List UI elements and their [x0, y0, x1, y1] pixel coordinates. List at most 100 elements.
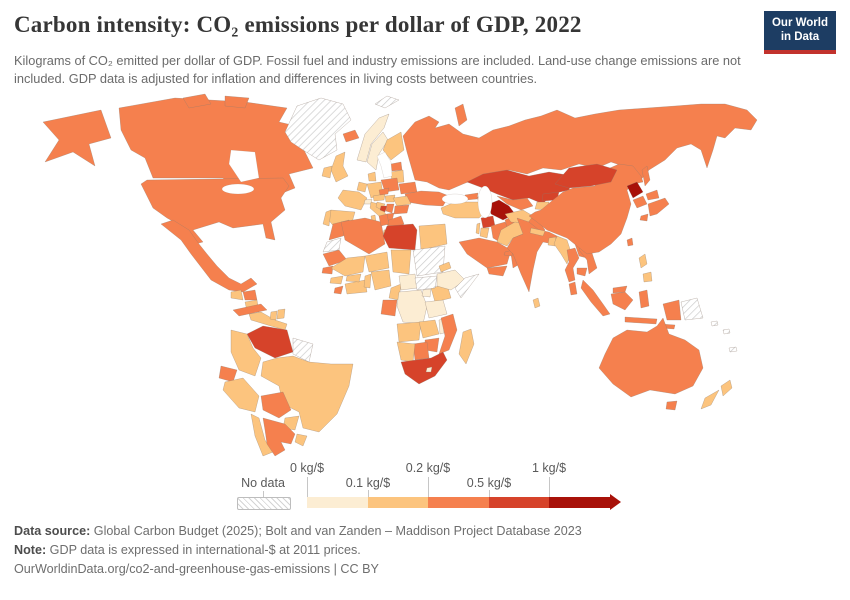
legend-bin-0.2-0.5[interactable]	[428, 497, 489, 508]
country-svalbard[interactable]	[374, 95, 400, 109]
country-lesotho[interactable]	[425, 366, 433, 373]
country-alaska[interactable]	[42, 109, 112, 167]
country-nepal[interactable]	[529, 227, 546, 237]
country-taiwan[interactable]	[626, 237, 634, 247]
country-guatemala[interactable]	[230, 289, 244, 301]
country-canada-arctic-2[interactable]	[224, 95, 250, 109]
legend-bin->1[interactable]	[549, 497, 610, 508]
country-myanmar[interactable]	[553, 235, 572, 265]
country-botswana[interactable]	[412, 341, 430, 361]
country-denmark[interactable]	[367, 171, 377, 182]
legend-bin-0.5-1[interactable]	[488, 497, 550, 508]
country-honduras[interactable]	[242, 289, 258, 301]
country-norway[interactable]	[356, 113, 390, 163]
country-liberia[interactable]	[333, 285, 344, 295]
country-tunisia[interactable]	[378, 213, 390, 227]
country-iceland[interactable]	[342, 129, 360, 143]
country-haiti[interactable]	[269, 310, 278, 321]
country-australia-tasmania[interactable]	[665, 400, 678, 411]
country-brazil[interactable]	[260, 355, 354, 433]
country-serbia[interactable]	[385, 203, 395, 214]
country-senegal[interactable]	[321, 265, 334, 275]
country-netherlands-belgium[interactable]	[356, 181, 368, 193]
country-argentina[interactable]	[262, 417, 296, 457]
country-madagascar[interactable]	[458, 328, 475, 365]
country-zambia[interactable]	[418, 319, 440, 339]
country-peru[interactable]	[222, 377, 260, 413]
country-libya[interactable]	[382, 223, 418, 251]
country-indonesia-borneo[interactable]	[610, 291, 634, 311]
country-indonesia-sumatra[interactable]	[580, 279, 611, 317]
country-thailand[interactable]	[564, 247, 580, 283]
owid-logo[interactable]: Our World in Data	[763, 11, 836, 54]
country-romania[interactable]	[392, 195, 412, 207]
country-new-zealand-south[interactable]	[700, 389, 720, 410]
country-angola[interactable]	[396, 321, 422, 343]
country-somalia[interactable]	[454, 273, 480, 299]
country-canada-arctic-1[interactable]	[182, 93, 212, 109]
country-tanzania[interactable]	[424, 299, 448, 319]
footer-link[interactable]: OurWorldinData.org/co2-and-greenhouse-ga…	[14, 562, 379, 576]
country-north-korea[interactable]	[626, 181, 644, 199]
country-namibia[interactable]	[396, 341, 416, 363]
country-benin-togo[interactable]	[363, 273, 372, 289]
country-russia-novaya-zemlya[interactable]	[454, 103, 468, 127]
country-south-sudan[interactable]	[414, 275, 438, 291]
country-nigeria[interactable]	[370, 269, 392, 291]
legend-bin-0-0.1[interactable]	[307, 497, 368, 508]
country-united-states[interactable]	[140, 177, 290, 245]
country-yemen[interactable]	[486, 265, 508, 277]
country-algeria[interactable]	[340, 217, 386, 255]
country-uruguay[interactable]	[294, 433, 308, 447]
country-estonia[interactable]	[390, 161, 403, 172]
country-mozambique[interactable]	[438, 313, 458, 355]
country-panama-costa-rica[interactable]	[248, 311, 288, 331]
country-afghanistan[interactable]	[504, 209, 534, 225]
country-sudan[interactable]	[412, 245, 446, 277]
country-new-caledonia[interactable]	[728, 346, 738, 353]
country-mexico[interactable]	[160, 219, 258, 293]
country-france[interactable]	[337, 189, 368, 211]
country-portugal[interactable]	[322, 209, 332, 227]
country-finland[interactable]	[382, 131, 405, 161]
country-colombia[interactable]	[230, 329, 262, 377]
country-south-africa[interactable]	[400, 351, 448, 385]
country-hungary[interactable]	[384, 194, 396, 203]
country-central-african-republic[interactable]	[398, 273, 418, 291]
country-south-korea[interactable]	[632, 195, 648, 209]
country-chad[interactable]	[390, 249, 412, 275]
country-canada[interactable]	[118, 97, 322, 203]
country-dominican-republic[interactable]	[276, 308, 286, 320]
country-greenland[interactable]	[284, 97, 352, 161]
country-indonesia-sulawesi[interactable]	[638, 289, 650, 309]
legend-bin-0.1-0.2[interactable]	[367, 497, 429, 508]
country-eritrea[interactable]	[438, 261, 452, 273]
country-united-kingdom[interactable]	[330, 151, 349, 183]
country-new-zealand-north[interactable]	[720, 379, 733, 397]
country-western-sahara[interactable]	[322, 237, 342, 253]
country-ireland[interactable]	[321, 165, 333, 179]
country-australia[interactable]	[598, 317, 704, 398]
country-ecuador[interactable]	[218, 365, 238, 383]
country-japan-kyushu[interactable]	[639, 213, 649, 222]
country-gabon-congo[interactable]	[380, 299, 398, 317]
country-indonesia-java[interactable]	[624, 316, 658, 325]
country-czechia[interactable]	[378, 187, 390, 196]
country-russia-sakhalin[interactable]	[641, 165, 651, 187]
country-solomon-islands-2[interactable]	[722, 328, 731, 335]
country-bosnia[interactable]	[379, 205, 388, 213]
country-niger[interactable]	[364, 251, 390, 273]
legend-no-data-swatch[interactable]	[237, 497, 291, 510]
country-mongolia[interactable]	[554, 163, 618, 189]
country-uganda[interactable]	[421, 288, 432, 298]
country-japan-hokkaido[interactable]	[645, 189, 660, 201]
country-philippines-mindanao[interactable]	[642, 271, 653, 283]
country-uzbekistan[interactable]	[496, 195, 534, 211]
country-guinea[interactable]	[329, 275, 344, 285]
country-mali[interactable]	[330, 255, 366, 277]
country-saudi-arabia[interactable]	[458, 237, 512, 269]
country-jordan[interactable]	[479, 227, 490, 239]
country-solomon-islands-1[interactable]	[710, 320, 719, 327]
country-egypt[interactable]	[418, 223, 448, 251]
country-indonesia-papua[interactable]	[662, 299, 682, 321]
